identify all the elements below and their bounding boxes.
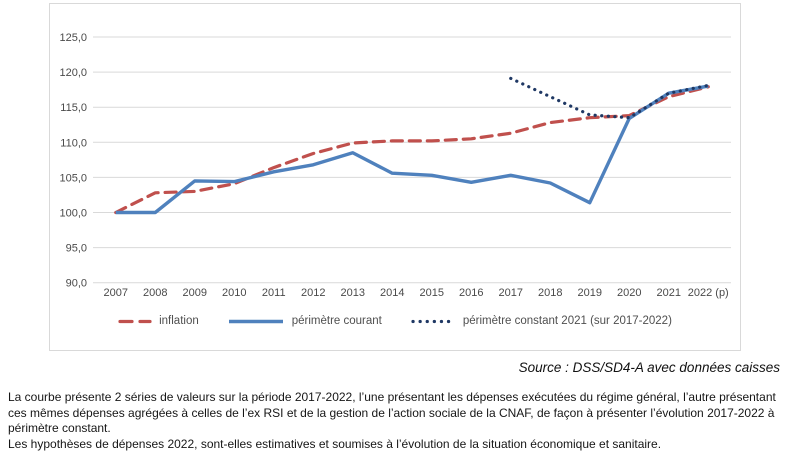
series-line bbox=[509, 76, 710, 120]
series-line bbox=[114, 85, 710, 215]
y-axis-tick-label: 90,0 bbox=[66, 278, 87, 290]
x-axis-tick-label: 2019 bbox=[578, 287, 602, 299]
x-axis-tick-label: 2008 bbox=[143, 287, 167, 299]
x-axis-tick-label: 2021 bbox=[657, 287, 681, 299]
chart-legend: inflation périmètre courant périmètre co… bbox=[50, 312, 740, 330]
x-axis-tick-label: 2020 bbox=[617, 287, 641, 299]
x-axis-tick-label: 2015 bbox=[420, 287, 444, 299]
y-axis-tick-label: 100,0 bbox=[59, 208, 87, 220]
x-axis-tick-label: 2007 bbox=[104, 287, 128, 299]
source-note: Source : DSS/SD4-A avec données caisses bbox=[518, 360, 780, 375]
x-axis-tick-label: 2010 bbox=[222, 287, 246, 299]
chart-description: La courbe présente 2 séries de valeurs s… bbox=[8, 390, 789, 452]
series-line bbox=[115, 84, 709, 215]
x-axis-tick-label: 2013 bbox=[341, 287, 365, 299]
solid-line-icon bbox=[228, 319, 283, 323]
x-axis-tick-label: 2022 (p) bbox=[688, 287, 729, 299]
x-axis-tick-label: 2018 bbox=[538, 287, 562, 299]
x-axis-tick-label: 2014 bbox=[380, 287, 404, 299]
y-axis-tick-label: 110,0 bbox=[60, 137, 87, 149]
description-paragraph-2: Les hypothèses de dépenses 2022, sont-el… bbox=[8, 436, 662, 451]
legend-label-perimetre-courant: périmètre courant bbox=[291, 315, 382, 327]
y-axis-tick-label: 120,0 bbox=[59, 67, 87, 79]
legend-item-perimetre-courant: périmètre courant bbox=[227, 315, 382, 327]
legend-item-perimetre-constant: périmètre constant 2021 (sur 2017-2022) bbox=[410, 315, 672, 327]
x-axis-tick-label: 2016 bbox=[459, 287, 483, 299]
dotted-line-icon bbox=[411, 319, 456, 323]
description-paragraph-1: La courbe présente 2 séries de valeurs s… bbox=[8, 390, 776, 436]
dashed-line-icon bbox=[118, 319, 152, 323]
legend-label-perimetre-constant: périmètre constant 2021 (sur 2017-2022) bbox=[462, 315, 672, 327]
legend-item-inflation: inflation bbox=[118, 315, 199, 327]
y-axis-tick-label: 125,0 bbox=[59, 32, 87, 44]
x-axis-tick-label: 2017 bbox=[499, 287, 523, 299]
x-axis-tick-label: 2009 bbox=[183, 287, 207, 299]
y-axis-tick-label: 105,0 bbox=[59, 172, 87, 184]
x-axis-tick-label: 2011 bbox=[262, 287, 286, 299]
y-axis-tick-label: 95,0 bbox=[66, 243, 87, 255]
legend-label-inflation: inflation bbox=[159, 315, 199, 327]
x-axis-tick-label: 2012 bbox=[301, 287, 325, 299]
y-axis-tick-label: 115,0 bbox=[60, 102, 87, 114]
chart-figure: 90,0 95,0 100,0 105,0 110,0 115,0 120,0 125,0 20… bbox=[49, 3, 741, 351]
chart-svg: 90,0 95,0 100,0 105,0 110,0 115,0 120,0 125,0 20… bbox=[59, 32, 731, 299]
